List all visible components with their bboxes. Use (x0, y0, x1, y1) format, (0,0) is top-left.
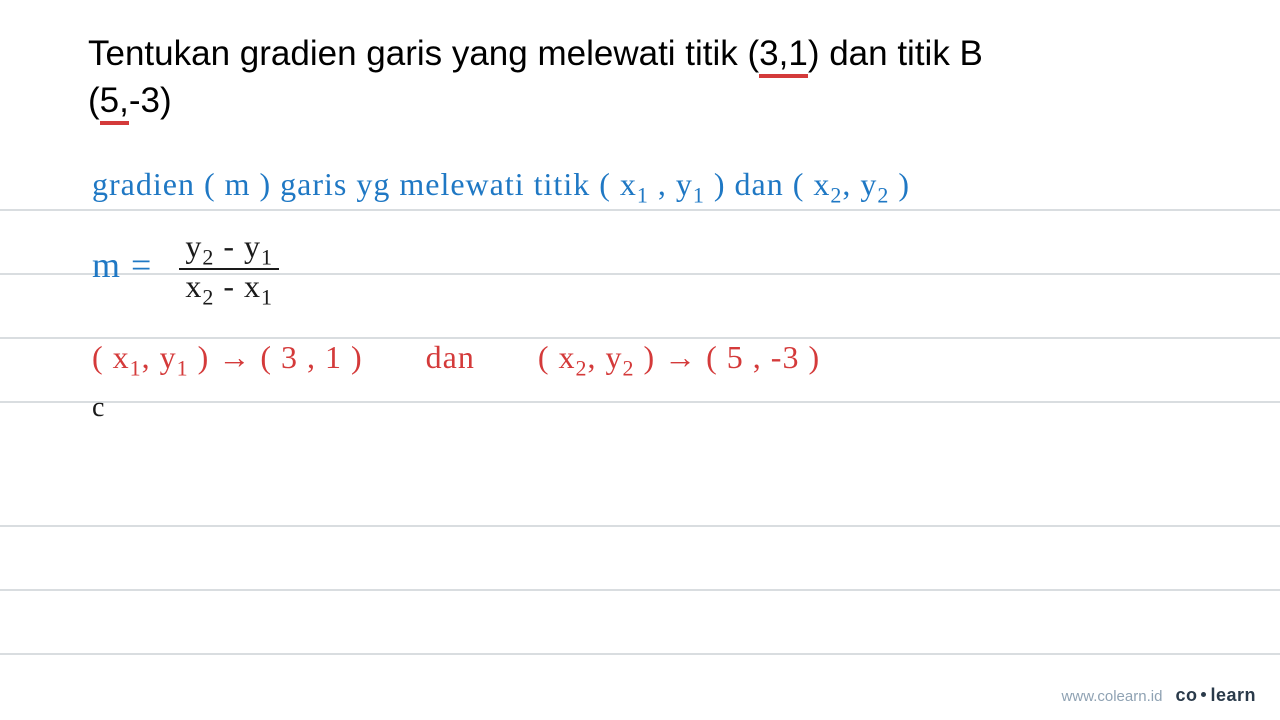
brand-dot-icon (1201, 692, 1206, 697)
rule-line (0, 401, 1280, 403)
handwriting-formula-intro: gradien ( m ) garis yg melewati titik ( … (92, 166, 910, 208)
footer-brand: colearn (1175, 685, 1256, 705)
point-2-map: ( x2, y2 ) → ( 5 , -3 ) (538, 339, 820, 375)
footer: www.colearn.id colearn (1062, 685, 1256, 706)
formula-fraction: y2 - y1 x2 - x1 (179, 230, 279, 309)
dan-text: dan (426, 339, 475, 375)
question-line2-post: -3) (129, 81, 172, 120)
question-line1-post: ) dan titik B (808, 34, 983, 73)
formula-denominator: x2 - x1 (179, 270, 279, 308)
rule-line (0, 589, 1280, 591)
page: Tentukan gradien garis yang melewati tit… (0, 0, 1280, 720)
rule-line (0, 525, 1280, 527)
handwriting-slope-formula: m = y2 - y1 x2 - x1 (92, 230, 279, 309)
question-underline-5: 5, (100, 81, 129, 125)
handwriting-point-substitution: ( x1, y1 ) → ( 3 , 1 ) dan ( x2, y2 ) → … (92, 339, 820, 381)
rule-line (0, 653, 1280, 655)
rule-line (0, 209, 1280, 211)
footer-url: www.colearn.id (1062, 688, 1163, 705)
point-1-map: ( x1, y1 ) → ( 3 , 1 ) (92, 339, 372, 375)
question-underline-3-1: 3,1 (759, 34, 808, 78)
handwriting-partial-stroke: c (92, 392, 105, 424)
formula-m-equals: m = (92, 245, 152, 285)
question-text: Tentukan gradien garis yang melewati tit… (88, 30, 1188, 125)
formula-numerator: y2 - y1 (179, 230, 279, 270)
question-line1-pre: Tentukan gradien garis yang melewati tit… (88, 34, 759, 73)
question-line2-pre: ( (88, 81, 100, 120)
